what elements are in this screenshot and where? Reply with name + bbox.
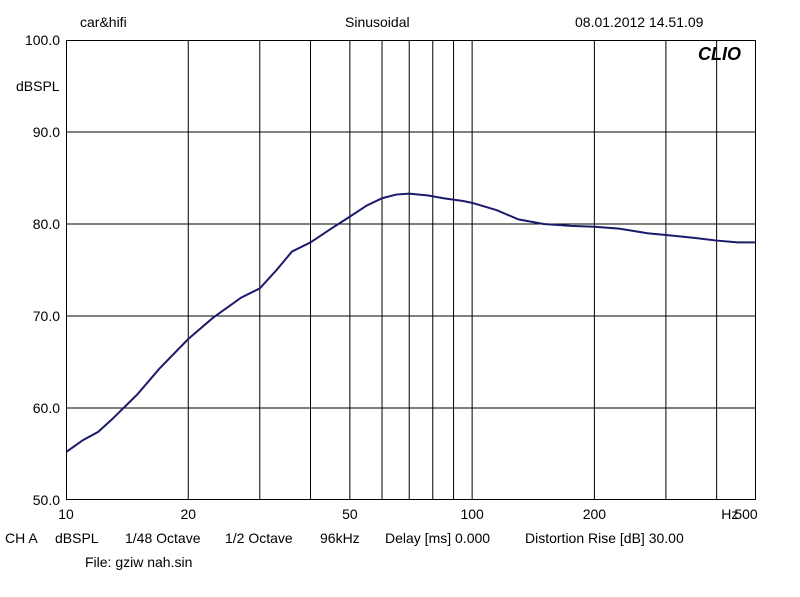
- x-tick-label: 100: [452, 506, 492, 522]
- x-tick-label: 500: [726, 506, 766, 522]
- header-right: 08.01.2012 14.51.09: [575, 14, 703, 30]
- x-tick-label: 20: [168, 506, 208, 522]
- footer-oct2: 1/2 Octave: [225, 530, 293, 546]
- header-left: car&hifi: [80, 14, 127, 30]
- y-tick-label: 90.0: [16, 124, 60, 140]
- y-tick-label: 80.0: [16, 216, 60, 232]
- footer-delay: Delay [ms] 0.000: [385, 530, 490, 546]
- x-tick-label: 50: [330, 506, 370, 522]
- header-center: Sinusoidal: [345, 14, 410, 30]
- footer-samplerate: 96kHz: [320, 530, 360, 546]
- x-tick-label: 200: [574, 506, 614, 522]
- chart-header: car&hifi Sinusoidal 08.01.2012 14.51.09: [0, 14, 800, 34]
- footer-distortion: Distortion Rise [dB] 30.00: [525, 530, 684, 546]
- y-tick-label: 60.0: [16, 400, 60, 416]
- y-tick-label: 70.0: [16, 308, 60, 324]
- x-tick-label: 10: [46, 506, 86, 522]
- y-tick-label: 100.0: [16, 32, 60, 48]
- brand-label: CLIO: [698, 44, 741, 65]
- footer-unit: dBSPL: [55, 530, 99, 546]
- chart-plot: [66, 40, 756, 500]
- footer-file: File: gziw nah.sin: [85, 554, 192, 570]
- footer-oct1: 1/48 Octave: [125, 530, 201, 546]
- footer-channel: CH A: [5, 530, 38, 546]
- y-axis-unit: dBSPL: [16, 78, 60, 94]
